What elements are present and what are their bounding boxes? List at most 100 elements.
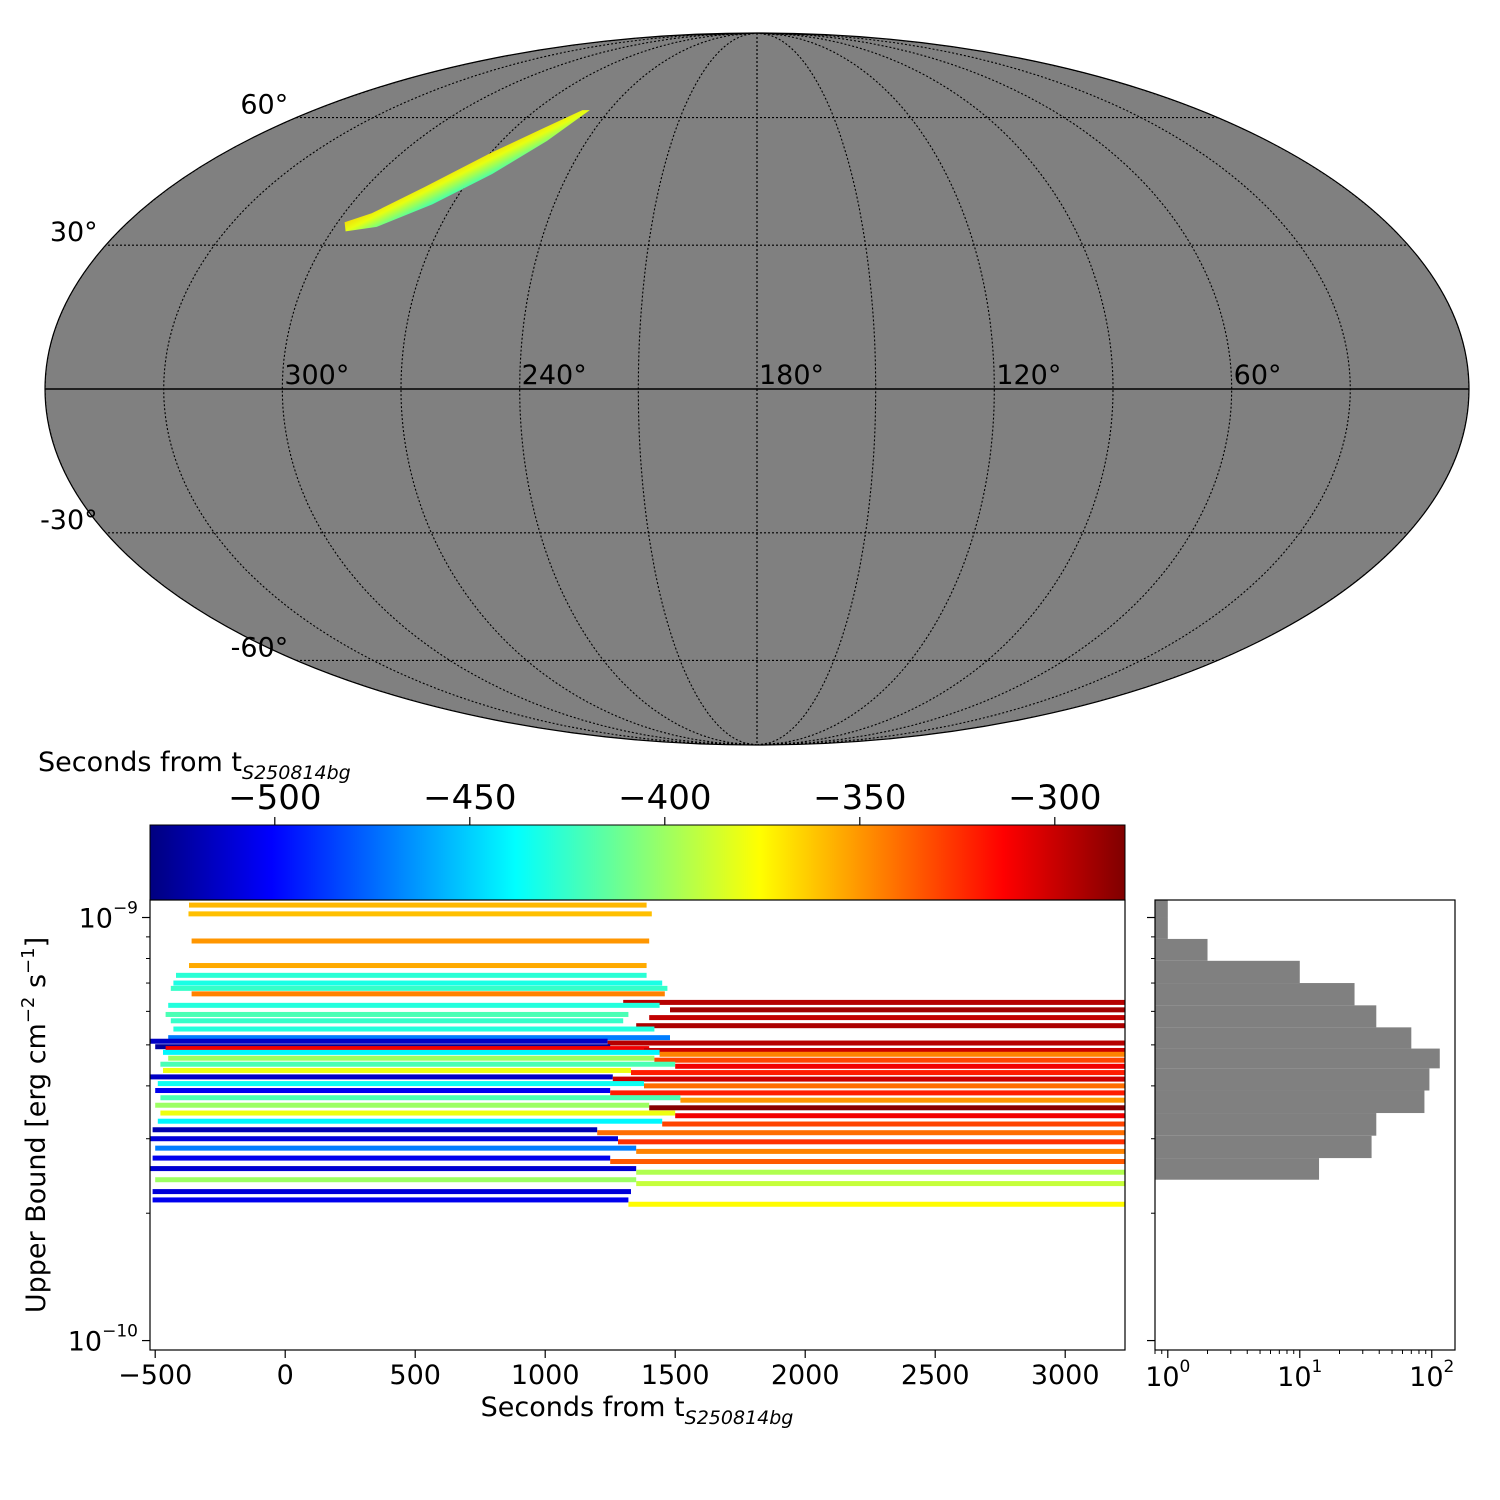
upper-bound-bar: [163, 1049, 660, 1055]
histogram-bar: [1155, 1113, 1377, 1136]
upper-bound-bar: [644, 1083, 1125, 1089]
sky-labels: 300° 240° 180° 120° 60° 60° 30° -30° -60°: [40, 90, 1281, 664]
upper-bound-bar: [150, 1136, 618, 1142]
upper-bound-bar: [155, 1145, 637, 1151]
upper-bound-bar: [636, 1148, 1125, 1154]
upper-bound-bar: [191, 991, 665, 997]
upper-bound-bar: [168, 1002, 660, 1008]
main-axes-frame: [149, 899, 1126, 1351]
x-tick-label: 2500: [901, 1360, 970, 1391]
histogram-bar: [1155, 938, 1208, 961]
colorbar-label-sub: S250814bg: [242, 762, 351, 784]
longitude-label: 180°: [759, 360, 824, 391]
upper-bound-bar: [155, 1102, 650, 1108]
colorbar-tick-label: −350: [813, 778, 906, 818]
upper-bound-bar: [150, 1074, 613, 1080]
meridian-line: [519, 33, 758, 745]
x-tick-label: −500: [118, 1360, 192, 1391]
histogram-bars: [1155, 900, 1440, 1180]
x-tick-label: 2000: [771, 1360, 840, 1391]
histogram-x-tick-label: 101: [1277, 1357, 1322, 1393]
upper-bound-bar: [173, 1026, 655, 1032]
upper-bound-bar: [610, 1159, 1125, 1165]
upper-bound-bar: [155, 1177, 637, 1183]
upper-bound-bar: [152, 1155, 611, 1161]
upper-bound-bar: [680, 1097, 1125, 1103]
histogram-x-tick-label: 102: [1409, 1357, 1454, 1393]
upper-bound-bar: [191, 938, 650, 944]
histogram-xticks: 100 101 102: [1145, 1350, 1454, 1393]
histogram-yticks: [1147, 916, 1155, 1342]
upper-bound-bar: [644, 1047, 1125, 1053]
latitude-label: -60°: [231, 632, 289, 663]
upper-bound-bar: [165, 1011, 629, 1017]
colorbar-label: Seconds from tS250814bg: [38, 747, 351, 784]
x-tick-label: 500: [389, 1360, 441, 1391]
upper-bound-bar: [173, 980, 663, 986]
upper-bound-bar: [189, 902, 647, 908]
upper-bound-bar: [155, 1088, 611, 1094]
upper-bound-bar: [597, 1130, 1125, 1136]
latitude-label: -30°: [40, 505, 98, 536]
sky-map: 300° 240° 180° 120° 60° 60° 30° -30° -60°: [40, 32, 1470, 746]
latitude-label: 30°: [50, 217, 98, 248]
upper-bound-bar: [610, 1090, 1125, 1096]
upper-bound-bar: [160, 1095, 681, 1101]
upper-bound-bar: [675, 1113, 1125, 1119]
histogram-bar: [1155, 983, 1355, 1006]
upper-bound-bar: [189, 963, 647, 969]
latitude-label: 60°: [240, 90, 288, 121]
colorbar-gradient: [149, 824, 1126, 901]
colorbar-tick-label: −300: [1008, 778, 1101, 818]
upper-bound-bar: [649, 1105, 1125, 1111]
histogram-bar: [1155, 917, 1168, 939]
histogram-bar: [1155, 1005, 1377, 1028]
upper-bound-bar: [662, 1121, 1125, 1127]
meridian-line: [756, 33, 995, 745]
upper-bound-bar: [675, 1063, 1125, 1069]
x-tick-label: 3000: [1031, 1360, 1100, 1391]
main-xlabel: Seconds from tS250814bg: [481, 1392, 794, 1429]
upper-bound-bar: [636, 1169, 1125, 1175]
upper-bound-bar: [623, 999, 1125, 1005]
upper-bound-bar: [168, 1055, 655, 1061]
upper-bound-bar: [631, 1070, 1125, 1076]
main-ylabel: Upper Bound [erg cm−2 s−1]: [18, 937, 52, 1313]
main-xlabel-sub: S250814bg: [685, 1407, 794, 1429]
upper-bound-bar: [659, 1051, 1125, 1057]
upper-bound-bar: [152, 1197, 629, 1203]
colorbar-tick-label: −450: [423, 778, 516, 818]
upper-bound-bar: [670, 1007, 1125, 1013]
colorbar-tick-label: −500: [228, 778, 321, 818]
longitude-label: 240°: [522, 360, 587, 391]
histogram-x-tick-label: 100: [1145, 1357, 1190, 1393]
upper-bound-bar: [165, 1046, 650, 1052]
histogram-bar: [1155, 1068, 1430, 1091]
x-tick-label: 1000: [511, 1360, 580, 1391]
colorbar-tick-label: −400: [618, 778, 711, 818]
upper-bound-bar: [176, 972, 647, 978]
y-tick-label: 10−9: [79, 899, 138, 935]
colorbar-ticks: −500 −450 −400 −350 −300: [228, 778, 1101, 825]
colorbar: Seconds from tS250814bg −500 −450 −400 −350…: [38, 747, 1126, 901]
longitude-label: 60°: [1234, 360, 1282, 391]
upper-bound-bar: [170, 985, 668, 991]
upper-bound-bar: [152, 1127, 598, 1133]
upper-bound-bar: [157, 1118, 663, 1124]
longitude-label: 120°: [996, 360, 1061, 391]
upper-bound-bar: [150, 1166, 637, 1172]
histogram-bar: [1155, 1048, 1440, 1069]
longitude-label: 300°: [284, 360, 349, 391]
upper-bound-bar: [188, 911, 652, 917]
histogram-bar: [1155, 1135, 1372, 1159]
upper-bound-bar: [628, 1201, 1125, 1207]
upper-bound-bar: [618, 1139, 1125, 1145]
histogram-bar: [1155, 960, 1300, 984]
upper-bound-bar: [649, 1015, 1125, 1021]
upper-bound-bar: [157, 1081, 645, 1087]
upper-bound-bar: [607, 1040, 1125, 1046]
sky-region-patch: [344, 110, 590, 232]
histogram-bar: [1155, 900, 1168, 918]
upper-bound-bar: [163, 1067, 631, 1073]
